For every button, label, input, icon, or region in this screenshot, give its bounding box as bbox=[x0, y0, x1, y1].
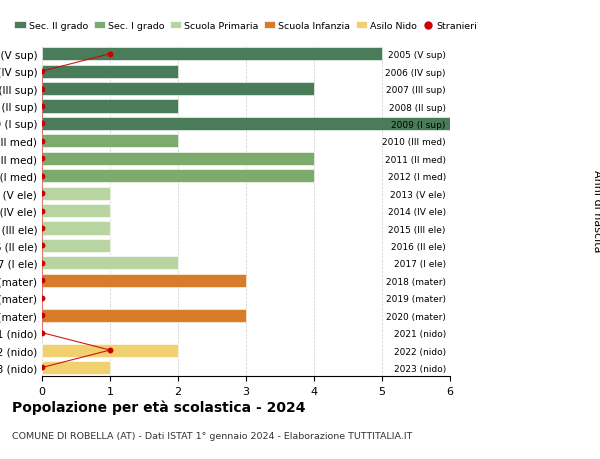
Bar bbox=[42, 309, 246, 322]
Point bbox=[37, 225, 47, 232]
Bar bbox=[42, 118, 450, 131]
Point bbox=[37, 329, 47, 336]
Bar bbox=[42, 361, 110, 374]
Bar bbox=[42, 257, 178, 270]
Point bbox=[37, 277, 47, 285]
Point bbox=[37, 121, 47, 128]
Text: Anni di nascita: Anni di nascita bbox=[592, 170, 600, 252]
Bar bbox=[42, 152, 314, 166]
Bar bbox=[42, 170, 314, 183]
Point bbox=[37, 173, 47, 180]
Point bbox=[105, 51, 115, 58]
Bar bbox=[42, 240, 110, 252]
Bar bbox=[42, 222, 110, 235]
Bar bbox=[42, 100, 178, 113]
Point bbox=[105, 347, 115, 354]
Text: COMUNE DI ROBELLA (AT) - Dati ISTAT 1° gennaio 2024 - Elaborazione TUTTITALIA.IT: COMUNE DI ROBELLA (AT) - Dati ISTAT 1° g… bbox=[12, 431, 412, 441]
Point bbox=[37, 242, 47, 250]
Text: Popolazione per età scolastica - 2024: Popolazione per età scolastica - 2024 bbox=[12, 399, 305, 414]
Bar bbox=[42, 187, 110, 200]
Point bbox=[37, 294, 47, 302]
Bar bbox=[42, 66, 178, 78]
Bar bbox=[42, 83, 314, 96]
Bar bbox=[42, 48, 382, 61]
Point bbox=[37, 138, 47, 145]
Point bbox=[37, 103, 47, 111]
Point bbox=[37, 312, 47, 319]
Point bbox=[37, 86, 47, 93]
Point bbox=[37, 190, 47, 197]
Bar bbox=[42, 344, 178, 357]
Point bbox=[37, 260, 47, 267]
Bar bbox=[42, 135, 178, 148]
Point bbox=[37, 155, 47, 162]
Bar bbox=[42, 274, 246, 287]
Bar bbox=[42, 205, 110, 218]
Point bbox=[37, 207, 47, 215]
Point bbox=[37, 68, 47, 76]
Point bbox=[37, 364, 47, 371]
Legend: Sec. II grado, Sec. I grado, Scuola Primaria, Scuola Infanzia, Asilo Nido, Stran: Sec. II grado, Sec. I grado, Scuola Prim… bbox=[11, 18, 481, 34]
